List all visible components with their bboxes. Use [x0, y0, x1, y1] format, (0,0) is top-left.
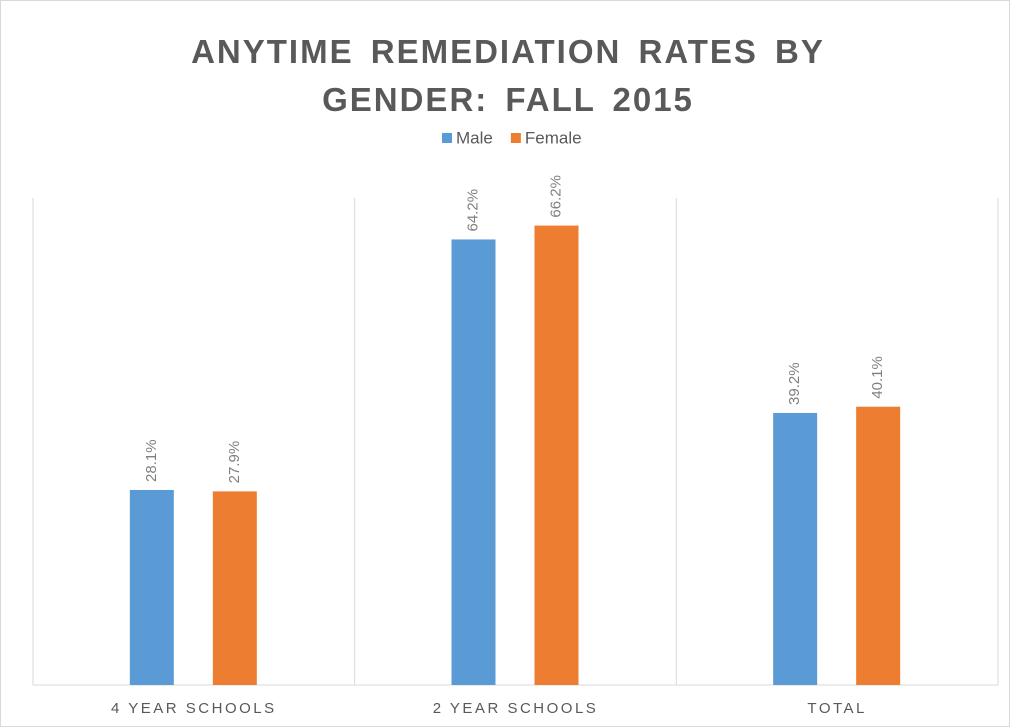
data-label: 66.2%	[547, 175, 564, 218]
bar	[773, 412, 818, 685]
legend-label: Female	[525, 128, 582, 147]
chart-title: ANYTIME REMEDIATION RATES BY GENDER: FAL…	[191, 33, 825, 118]
legend-swatch	[510, 133, 521, 143]
legend-label: Male	[456, 128, 493, 147]
bar	[212, 491, 257, 685]
legend-swatch	[442, 133, 452, 143]
data-label: 40.1%	[869, 356, 886, 399]
bar	[856, 406, 901, 685]
x-tick-label: 4 YEAR SCHOOLS	[111, 700, 277, 717]
data-label: 64.2%	[464, 189, 481, 232]
data-label: 27.9%	[226, 441, 243, 484]
bar	[129, 489, 174, 685]
data-label: 28.1%	[143, 439, 160, 482]
x-tick-label: 2 YEAR SCHOOLS	[433, 700, 599, 717]
x-tick-label: TOTAL	[807, 700, 866, 717]
data-label: 39.2%	[786, 362, 803, 405]
bar	[534, 225, 579, 685]
bar	[451, 239, 496, 685]
